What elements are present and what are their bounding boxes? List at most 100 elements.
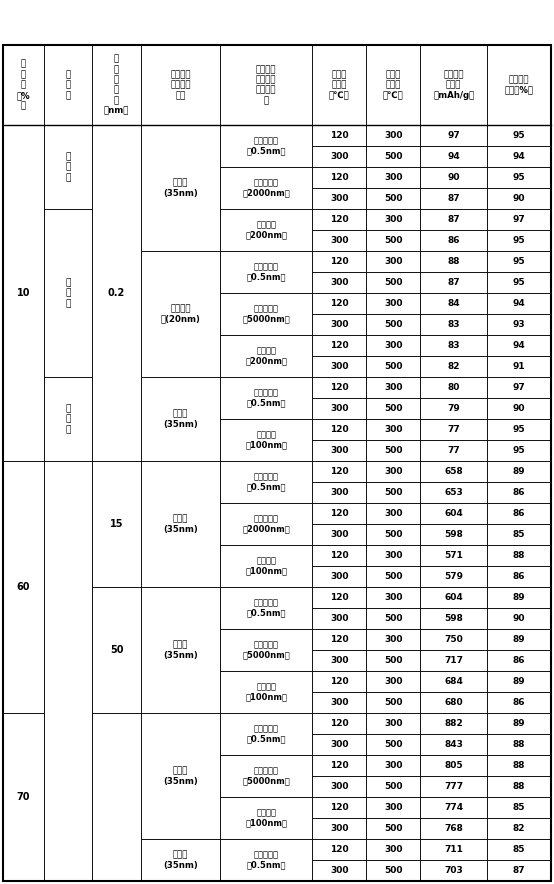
Bar <box>366 293 420 314</box>
Bar <box>220 734 312 755</box>
Bar <box>93 377 141 398</box>
Bar <box>487 755 551 776</box>
Bar <box>420 377 487 398</box>
Bar <box>312 293 366 314</box>
Text: 658: 658 <box>444 467 463 476</box>
Bar <box>141 398 220 419</box>
Bar <box>141 335 220 356</box>
Text: 120: 120 <box>330 467 349 476</box>
Text: 89: 89 <box>513 677 525 686</box>
Bar <box>44 461 93 482</box>
Bar <box>487 860 551 881</box>
Bar <box>420 797 487 818</box>
Bar <box>366 713 420 734</box>
Bar <box>312 608 366 629</box>
Bar <box>487 230 551 251</box>
Bar <box>420 293 487 314</box>
Bar <box>420 461 487 482</box>
Bar <box>312 713 366 734</box>
Text: 500: 500 <box>384 404 403 413</box>
Bar <box>366 251 420 272</box>
Bar <box>44 734 93 755</box>
Bar <box>3 230 44 251</box>
Bar <box>366 503 420 524</box>
Bar <box>366 209 420 230</box>
Bar <box>420 650 487 671</box>
Text: 300: 300 <box>330 404 348 413</box>
Bar <box>141 587 220 713</box>
Text: 300: 300 <box>384 299 403 308</box>
Bar <box>312 734 366 755</box>
Bar <box>420 671 487 692</box>
Bar <box>420 146 487 167</box>
Bar <box>44 398 93 419</box>
Text: 500: 500 <box>384 278 403 287</box>
Bar <box>220 251 312 272</box>
Bar <box>366 860 420 881</box>
Text: 120: 120 <box>330 257 349 266</box>
Bar <box>93 713 141 881</box>
Bar <box>312 146 366 167</box>
Bar <box>366 167 420 188</box>
Bar <box>420 188 487 209</box>
Bar <box>487 671 551 692</box>
Text: 88: 88 <box>513 740 525 749</box>
Text: 86: 86 <box>448 236 460 245</box>
Bar <box>366 608 420 629</box>
Bar <box>487 293 551 314</box>
Bar <box>420 272 487 293</box>
Bar <box>3 503 44 524</box>
Text: 500: 500 <box>384 194 403 203</box>
Bar <box>366 587 420 608</box>
Bar <box>93 650 141 671</box>
Text: 703: 703 <box>444 866 463 875</box>
Text: 120: 120 <box>330 719 349 728</box>
Text: 82: 82 <box>513 824 525 833</box>
Bar <box>366 566 420 587</box>
Text: 120: 120 <box>330 803 349 812</box>
Bar <box>487 776 551 797</box>
Bar <box>44 818 93 839</box>
Bar <box>487 503 551 524</box>
Bar <box>312 545 366 566</box>
Bar <box>420 293 487 314</box>
Text: 石　墨　烯
（0.5nm）: 石 墨 烯 （0.5nm） <box>247 388 286 408</box>
Bar <box>93 776 141 797</box>
Bar <box>3 419 44 440</box>
Text: 300: 300 <box>384 173 403 182</box>
Text: 777: 777 <box>444 782 463 791</box>
Bar <box>420 314 487 335</box>
Text: 包
覆
物: 包 覆 物 <box>66 70 71 100</box>
Bar <box>93 671 141 692</box>
Bar <box>44 587 93 608</box>
Bar <box>141 797 220 818</box>
Text: 120: 120 <box>330 425 349 434</box>
Bar <box>312 566 366 587</box>
Bar <box>44 293 93 314</box>
Bar <box>312 839 366 860</box>
Bar <box>141 251 220 377</box>
Text: 聚
苯
胺: 聚 苯 胺 <box>65 152 71 182</box>
Bar <box>220 125 312 167</box>
Bar <box>220 293 312 335</box>
Text: 86: 86 <box>513 572 525 581</box>
Text: 300: 300 <box>330 824 348 833</box>
Bar <box>366 230 420 251</box>
Bar <box>420 692 487 713</box>
Bar <box>141 524 220 545</box>
Text: 石　　　墨
（2000nm）: 石 墨 （2000nm） <box>243 179 290 198</box>
Text: 300: 300 <box>330 656 348 665</box>
Bar <box>93 545 141 566</box>
Bar <box>220 335 312 377</box>
Bar <box>487 776 551 797</box>
Bar <box>3 251 44 272</box>
Bar <box>366 818 420 839</box>
Text: 300: 300 <box>330 740 348 749</box>
Bar <box>141 776 220 797</box>
Text: 低温保
持温度
（℃）: 低温保 持温度 （℃） <box>329 70 350 100</box>
Bar <box>312 650 366 671</box>
Bar <box>487 377 551 398</box>
Bar <box>312 839 366 860</box>
Bar <box>312 671 366 692</box>
Text: 120: 120 <box>330 131 349 140</box>
